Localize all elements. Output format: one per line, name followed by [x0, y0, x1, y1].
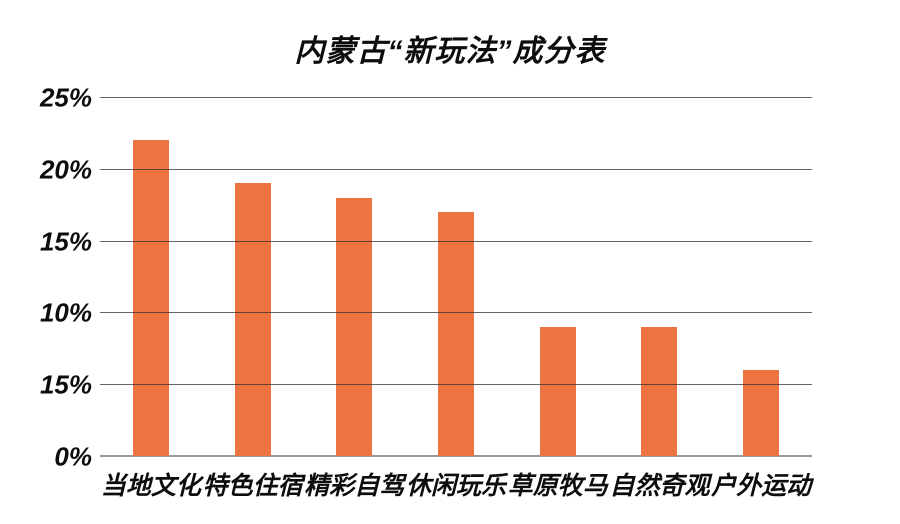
y-axis-tick-label: 15% — [39, 369, 92, 400]
bar — [438, 211, 474, 456]
y-axis: 0% 15% 10% 15% 20% 25% — [0, 83, 92, 472]
y-axis-tick-label: 25% — [39, 82, 92, 113]
gridline — [100, 168, 812, 170]
x-axis-category-label: 休闲玩乐 — [406, 472, 507, 500]
y-axis-tick-label: 20% — [39, 154, 92, 185]
y-axis-tick-label: 0% — [54, 441, 92, 472]
x-axis-category-label: 草原牧马 — [507, 472, 608, 500]
bar — [641, 326, 678, 456]
plot-area — [100, 97, 812, 457]
bar — [132, 140, 169, 456]
y-axis-tick-label: 10% — [39, 298, 92, 329]
gridline — [100, 240, 812, 242]
bar — [336, 197, 373, 456]
bar — [539, 326, 576, 456]
x-axis-category-label: 户外运动 — [711, 472, 812, 500]
chart-title: 内蒙古“新玩法”成分表 — [294, 35, 606, 68]
baseline — [100, 455, 812, 457]
gridline — [100, 312, 812, 314]
x-axis-category-label: 特色住宿 — [202, 472, 303, 500]
gridline — [100, 97, 812, 98]
x-axis-category-label: 自然奇观 — [609, 472, 710, 500]
y-axis-tick-label: 15% — [39, 226, 92, 257]
bar — [234, 183, 271, 456]
bar — [743, 369, 780, 456]
gridline — [100, 384, 812, 386]
x-axis: 当地文化 特色住宿 精彩自驾 休闲玩乐 草原牧马 自然奇观 户外运动 — [100, 466, 812, 502]
x-axis-category-label: 精彩自驾 — [304, 472, 405, 500]
x-axis-category-label: 当地文化 — [100, 472, 201, 500]
